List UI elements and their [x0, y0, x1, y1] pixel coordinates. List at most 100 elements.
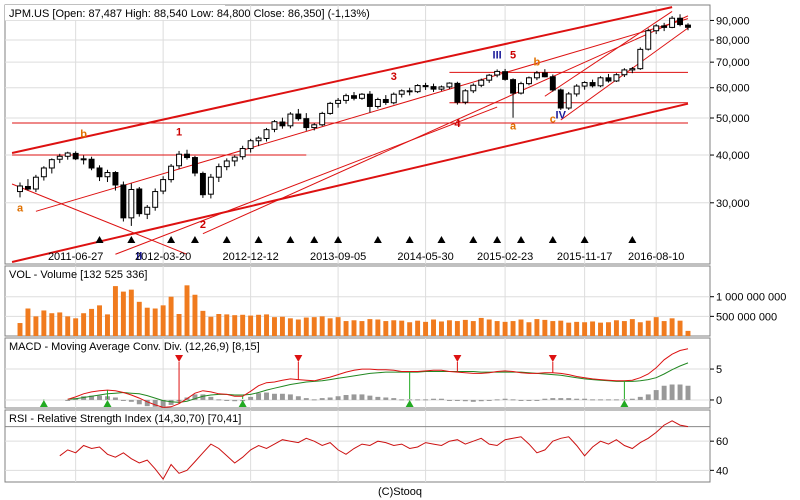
candle-body [605, 77, 612, 82]
macd-histogram-bar [446, 399, 452, 401]
candle-body [525, 77, 532, 85]
volume-bar [73, 318, 79, 336]
wave-label: 1 [176, 126, 182, 138]
candle-body [295, 113, 302, 120]
wave-label: 5 [510, 50, 516, 62]
candle-body [462, 90, 469, 103]
candle-body [199, 172, 206, 196]
macd-histogram-bar [590, 399, 596, 401]
macd-histogram-bar [621, 399, 627, 401]
volume-bar [264, 314, 269, 336]
candle-body [40, 167, 47, 178]
candle-body [112, 172, 119, 186]
volume-bar [598, 322, 603, 336]
macd-histogram-bar [216, 399, 222, 401]
bottom-marker-triangle [517, 236, 525, 243]
candle-body [311, 124, 318, 129]
candle-body [96, 167, 103, 178]
volume-bar [319, 316, 325, 336]
volume-bar [327, 318, 333, 336]
candle-body [351, 95, 357, 99]
volume-bar [550, 321, 556, 336]
macd-histogram-bar [351, 394, 357, 400]
volume-bar [279, 316, 285, 336]
volume-bar [152, 308, 158, 336]
wave-label: II [136, 251, 142, 263]
volume-bar [518, 319, 524, 336]
candle-body [486, 74, 493, 81]
volume-bar [462, 319, 468, 336]
macd-histogram-bar [232, 399, 238, 402]
candle-body [581, 82, 588, 87]
bottom-marker-triangle [437, 236, 446, 243]
candle-body [510, 79, 517, 94]
volume-bar [685, 330, 691, 336]
rsi-lines [5, 420, 710, 481]
price-y-tick-label: 40,000 [716, 150, 750, 162]
volume-bar [343, 321, 349, 336]
volume-y-axis: 500 000 000 1 000 000 000 [710, 292, 786, 323]
macd-histogram-bar [542, 398, 548, 400]
volume-bar [653, 317, 659, 336]
bottom-marker-triangle [373, 236, 382, 243]
macd-sell-marker [175, 355, 184, 362]
candle-body [176, 153, 183, 167]
candle-body [231, 156, 238, 162]
date-tick-label: 2012-12-12 [222, 251, 278, 263]
volume-bar [128, 289, 134, 336]
candle-body [303, 118, 310, 129]
volume-bar [590, 321, 596, 336]
bottom-marker-triangle [405, 236, 414, 243]
volume-bar [136, 301, 142, 336]
macd-lines [67, 348, 689, 408]
candle-body [48, 159, 55, 169]
bottom-marker-triangle [493, 236, 502, 243]
macd-histogram-bar [144, 399, 150, 407]
volume-bar [375, 319, 381, 336]
macd-histogram-bar [661, 385, 667, 400]
bottom-marker-triangle [628, 236, 637, 243]
macd-histogram-bar [550, 398, 556, 400]
candle-body [271, 121, 278, 130]
wave-label: a [510, 120, 517, 132]
candle-body [446, 82, 453, 88]
candle-body [104, 172, 111, 178]
macd-histogram-bar [112, 397, 118, 400]
bottom-marker-triangle [580, 236, 589, 243]
macd-histogram-bar [574, 398, 580, 400]
bottom-marker-triangle [310, 236, 319, 243]
trend-line [11, 6, 673, 154]
macd-histogram-bar [582, 398, 588, 400]
macd-histogram-bar [478, 399, 484, 402]
volume-bar [534, 319, 540, 336]
candle-body [470, 84, 477, 92]
volume-bar [303, 317, 309, 336]
candle-body [390, 93, 397, 104]
macd-histogram-bar [510, 399, 516, 401]
macd-histogram-bar [136, 399, 142, 405]
macd-histogram-bar [415, 399, 421, 401]
volume-bar [311, 317, 317, 336]
date-tick-label: 2015-02-23 [477, 251, 533, 263]
candle-body [438, 86, 445, 90]
date-tick-label: 2016-08-10 [628, 251, 684, 263]
candle-body [621, 69, 628, 76]
macd-histogram-bar [486, 399, 492, 401]
macd-histogram-bar [399, 399, 405, 401]
rsi-y-tick-label: 40 [716, 465, 728, 477]
volume-title: VOL - Volume [132 525 336] [9, 269, 147, 281]
bottom-marker-triangle [254, 236, 263, 243]
candle-body [454, 82, 461, 103]
volume-bar [431, 319, 436, 336]
macd-histogram-bar [534, 399, 540, 401]
rsi-line [59, 420, 689, 481]
candle-body [422, 85, 429, 88]
volume-bar [120, 291, 126, 336]
candle-body [144, 206, 151, 215]
macd-histogram-bar [287, 394, 293, 400]
volume-bar [97, 305, 102, 336]
bottom-markers [95, 236, 637, 243]
macd-buy-marker [405, 400, 414, 407]
macd-histogram-bar [502, 398, 508, 400]
candle-body [279, 121, 286, 127]
